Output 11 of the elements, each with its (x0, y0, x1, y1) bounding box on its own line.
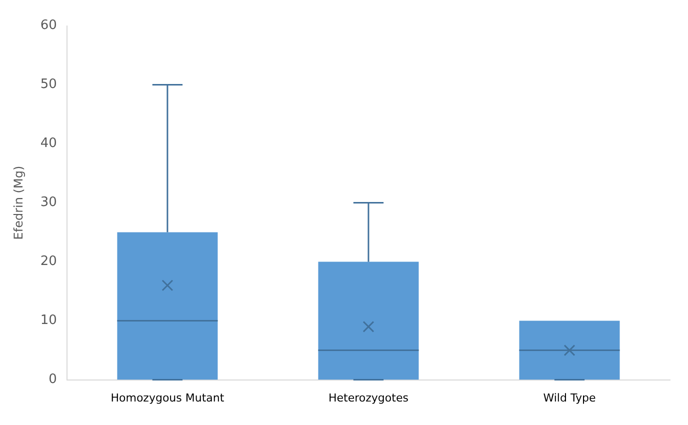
y-tick-label: 50 (40, 77, 57, 92)
x-tick-label: Homozygous Mutant (110, 391, 225, 404)
y-tick-label: 30 (40, 195, 57, 210)
y-tick-label: 20 (40, 254, 57, 270)
y-tick-label: 60 (40, 18, 57, 34)
x-tick-label: Wild Type (543, 391, 596, 404)
y-tick-label: 10 (40, 313, 57, 328)
y-tick-label: 0 (48, 372, 57, 388)
y-tick-label: 40 (40, 136, 57, 152)
y-axis-title: Efedrin (Mg) (11, 166, 26, 240)
x-tick-label: Heterozygotes (328, 391, 409, 404)
